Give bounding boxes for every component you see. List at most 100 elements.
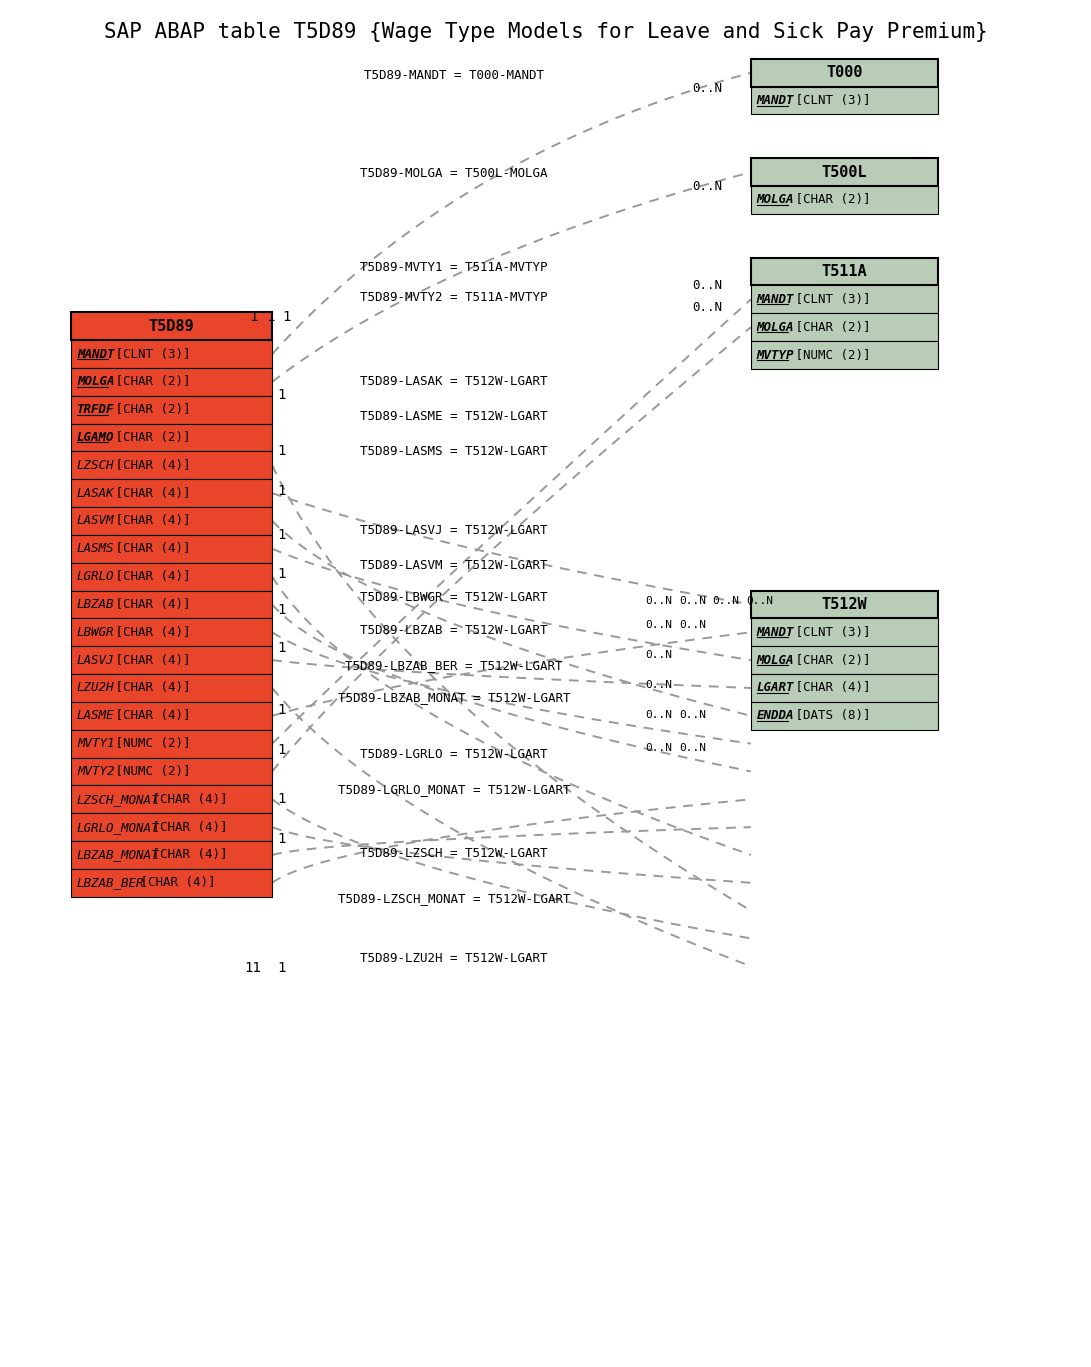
Text: MOLGA: MOLGA (756, 653, 794, 667)
Bar (71, 534, 272, 563)
Bar (71, 813, 272, 841)
Text: 11: 11 (244, 961, 262, 975)
Text: LBZAB: LBZAB (76, 597, 115, 611)
Text: 1: 1 (277, 484, 286, 498)
Text: T5D89-LBZAB_BER = T512W-LGART: T5D89-LBZAB_BER = T512W-LGART (346, 659, 563, 671)
Text: LZSCH_MONAT: LZSCH_MONAT (76, 793, 159, 805)
Text: T5D89-LASVJ = T512W-LGART: T5D89-LASVJ = T512W-LGART (360, 525, 548, 537)
Bar (71, 451, 272, 480)
Text: LBWGR: LBWGR (76, 626, 115, 638)
Text: [CHAR (4)]: [CHAR (4)] (108, 487, 191, 500)
Text: [CLNT (3)]: [CLNT (3)] (108, 347, 191, 361)
Text: 1: 1 (266, 310, 275, 324)
Bar (71, 786, 272, 813)
Text: MANDT: MANDT (76, 347, 115, 361)
Text: T5D89-LZSCH = T512W-LGART: T5D89-LZSCH = T512W-LGART (360, 848, 548, 860)
Text: 1: 1 (277, 742, 286, 756)
Text: T5D89-LGRLO = T512W-LGART: T5D89-LGRLO = T512W-LGART (360, 748, 548, 761)
Bar (751, 159, 937, 186)
Bar (71, 480, 272, 507)
Bar (71, 701, 272, 730)
Text: T5D89-LASVM = T512W-LGART: T5D89-LASVM = T512W-LGART (360, 559, 548, 573)
Bar (751, 313, 937, 342)
Text: 0..N: 0..N (679, 709, 706, 720)
Text: T5D89-LZU2H = T512W-LGART: T5D89-LZU2H = T512W-LGART (360, 951, 548, 965)
Bar (71, 424, 272, 451)
Bar (751, 701, 937, 730)
Text: [NUMC (2)]: [NUMC (2)] (108, 766, 191, 778)
Text: LGART: LGART (756, 682, 794, 694)
Text: [CHAR (4)]: [CHAR (4)] (145, 793, 228, 805)
Text: 0..N: 0..N (679, 596, 706, 606)
Text: 0..N: 0..N (746, 596, 774, 606)
Bar (71, 368, 272, 396)
Text: 0..N: 0..N (679, 742, 706, 753)
Text: LASVM: LASVM (76, 514, 115, 528)
Text: T5D89-LASMS = T512W-LGART: T5D89-LASMS = T512W-LGART (360, 444, 548, 458)
Bar (71, 757, 272, 786)
Bar (71, 340, 272, 368)
Bar (71, 869, 272, 897)
Text: 0..N: 0..N (712, 596, 740, 606)
Text: T5D89-LZSCH_MONAT = T512W-LGART: T5D89-LZSCH_MONAT = T512W-LGART (338, 893, 571, 905)
Text: [CHAR (4)]: [CHAR (4)] (108, 543, 191, 555)
Bar (751, 59, 937, 86)
Bar (71, 730, 272, 757)
Text: LASME: LASME (76, 709, 115, 722)
Text: 1: 1 (277, 444, 286, 458)
Text: LBZAB_MONAT: LBZAB_MONAT (76, 849, 159, 861)
Text: 0..N: 0..N (646, 596, 672, 606)
Text: MANDT: MANDT (756, 293, 794, 306)
Text: [CHAR (4)]: [CHAR (4)] (145, 849, 228, 861)
Bar (751, 647, 937, 674)
Text: 1: 1 (277, 833, 286, 846)
Bar (71, 507, 272, 534)
Text: [CHAR (2)]: [CHAR (2)] (108, 403, 191, 416)
Text: 1: 1 (277, 641, 286, 655)
Text: T511A: T511A (822, 264, 867, 279)
Text: [CHAR (2)]: [CHAR (2)] (788, 653, 871, 667)
Bar (71, 312, 272, 340)
Text: 0..N: 0..N (692, 179, 722, 193)
Text: 0..N: 0..N (692, 279, 722, 293)
Text: T5D89: T5D89 (148, 319, 194, 334)
Text: [DATS (8)]: [DATS (8)] (788, 709, 871, 722)
Text: 1: 1 (277, 793, 286, 807)
Text: [CHAR (4)]: [CHAR (4)] (108, 459, 191, 472)
Text: [CLNT (3)]: [CLNT (3)] (788, 94, 871, 107)
Text: 1: 1 (283, 310, 290, 324)
Text: T5D89-LBZAB_MONAT = T512W-LGART: T5D89-LBZAB_MONAT = T512W-LGART (338, 692, 571, 704)
Text: MVTYP: MVTYP (756, 349, 794, 361)
Text: [CHAR (4)]: [CHAR (4)] (108, 626, 191, 638)
Text: [NUMC (2)]: [NUMC (2)] (788, 349, 871, 361)
Text: [CLNT (3)]: [CLNT (3)] (788, 293, 871, 306)
Text: [CHAR (4)]: [CHAR (4)] (788, 682, 871, 694)
Text: T5D89-MANDT = T000-MANDT: T5D89-MANDT = T000-MANDT (364, 70, 544, 82)
Text: [NUMC (2)]: [NUMC (2)] (108, 737, 191, 750)
Text: 0..N: 0..N (646, 651, 672, 660)
Text: MOLGA: MOLGA (756, 194, 794, 206)
Text: [CHAR (4)]: [CHAR (4)] (133, 876, 215, 890)
Text: LASMS: LASMS (76, 543, 115, 555)
Text: 1: 1 (277, 603, 286, 618)
Text: 1: 1 (277, 528, 286, 541)
Text: [CHAR (4)]: [CHAR (4)] (108, 514, 191, 528)
Text: T5D89-LBZAB = T512W-LGART: T5D89-LBZAB = T512W-LGART (360, 623, 548, 637)
Bar (751, 342, 937, 369)
Text: 1: 1 (277, 961, 286, 975)
Text: [CHAR (4)]: [CHAR (4)] (145, 820, 228, 834)
Text: T000: T000 (826, 66, 862, 81)
Text: [CHAR (4)]: [CHAR (4)] (108, 597, 191, 611)
Bar (71, 674, 272, 701)
Text: [CHAR (2)]: [CHAR (2)] (788, 321, 871, 334)
Text: LGRLO_MONAT: LGRLO_MONAT (76, 820, 159, 834)
Text: MANDT: MANDT (756, 626, 794, 638)
Text: LBZAB_BER: LBZAB_BER (76, 876, 144, 890)
Text: T5D89-LASAK = T512W-LGART: T5D89-LASAK = T512W-LGART (360, 376, 548, 388)
Text: MVTY1: MVTY1 (76, 737, 115, 750)
Bar (751, 674, 937, 701)
Text: T5D89-LASME = T512W-LGART: T5D89-LASME = T512W-LGART (360, 410, 548, 424)
Text: LGRLO: LGRLO (76, 570, 115, 584)
Text: 1: 1 (249, 310, 257, 324)
Text: 0..N: 0..N (692, 301, 722, 314)
